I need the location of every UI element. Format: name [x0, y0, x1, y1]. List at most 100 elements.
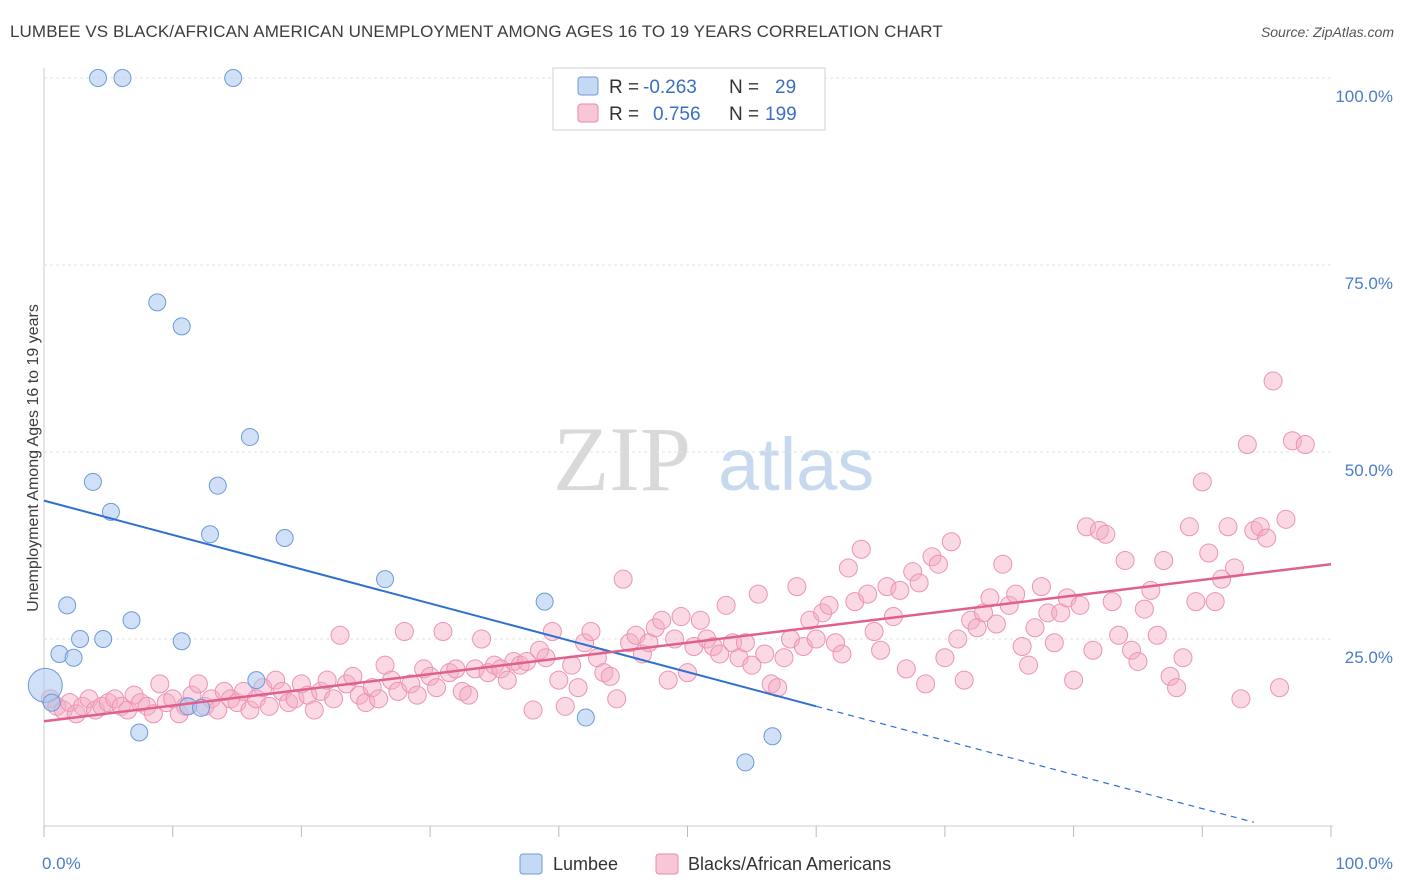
- x-tick-label-min: 0.0%: [42, 854, 81, 873]
- point-black-166: [1109, 625, 1129, 645]
- point-black-177: [1179, 517, 1199, 537]
- point-black-78: [542, 622, 562, 642]
- point-black-101: [690, 610, 710, 630]
- point-lumbee-27: [763, 727, 782, 746]
- point-black-122: [826, 633, 846, 653]
- point-black-153: [1025, 618, 1045, 638]
- y-tick-labels: 25.0% 50.0% 75.0% 100.0%: [1335, 87, 1393, 667]
- point-black-189: [1257, 528, 1277, 548]
- point-black-3: [60, 693, 80, 713]
- point-black-37: [279, 693, 299, 713]
- point-lumbee-1: [113, 69, 132, 87]
- point-black-45: [330, 625, 350, 645]
- point-lumbee-17: [172, 632, 191, 651]
- point-black-136: [916, 674, 936, 694]
- point-black-112: [761, 674, 781, 694]
- point-black-13: [124, 685, 144, 705]
- point-black-110: [748, 584, 768, 604]
- point-lumbee-26: [130, 723, 149, 742]
- point-black-41: [304, 700, 324, 720]
- point-black-76: [529, 640, 549, 660]
- point-black-96: [658, 670, 678, 690]
- point-black-104: [710, 644, 730, 664]
- point-black-138: [928, 554, 948, 574]
- point-black-129: [871, 640, 891, 660]
- point-black-50: [362, 678, 382, 698]
- point-black-123: [832, 644, 852, 664]
- point-black-103: [703, 636, 723, 656]
- point-lumbee-20: [247, 671, 266, 690]
- point-black-142: [954, 670, 974, 690]
- point-black-188: [1250, 517, 1270, 537]
- point-black-141: [948, 629, 968, 649]
- point-black-154: [1031, 577, 1051, 597]
- point-black-17: [150, 674, 170, 694]
- point-black-9: [98, 693, 118, 713]
- watermark-atlas: atlas: [718, 423, 874, 506]
- point-black-116: [787, 577, 807, 597]
- point-black-126: [851, 539, 871, 559]
- watermark-zip: ZIP: [553, 408, 691, 510]
- point-black-130: [877, 577, 897, 597]
- point-black-51: [369, 689, 389, 709]
- point-black-155: [1038, 603, 1058, 623]
- legend-swatch-lumbee: [519, 853, 543, 875]
- y-tick-label-75: 75.0%: [1345, 274, 1393, 293]
- point-black-127: [858, 584, 878, 604]
- trend-line-black: [43, 562, 1332, 723]
- point-black-190: [1263, 371, 1283, 391]
- point-black-162: [1083, 640, 1103, 660]
- point-black-71: [497, 670, 517, 690]
- y-tick-label-50: 50.0%: [1345, 461, 1393, 480]
- point-black-178: [1186, 592, 1206, 612]
- stats-r-label-black: R =: [609, 104, 639, 125]
- chart-title: LUMBEE VS BLACK/AFRICAN AMERICAN UNEMPLO…: [10, 22, 943, 41]
- legend-label-lumbee: Lumbee: [553, 854, 618, 874]
- point-lumbee-6: [83, 472, 102, 491]
- point-black-10: [105, 689, 125, 709]
- point-lumbee-14: [122, 611, 141, 630]
- point-black-15: [137, 696, 157, 716]
- point-black-109: [742, 655, 762, 675]
- point-black-31: [240, 700, 260, 720]
- point-black-191: [1270, 678, 1290, 698]
- point-black-176: [1173, 648, 1193, 668]
- stats-n-label-lumbee: N =: [729, 77, 759, 98]
- point-black-161: [1076, 517, 1096, 537]
- trend-line-lumbee-extension: [816, 705, 1254, 823]
- series-black-african-americans: [40, 371, 1315, 724]
- point-black-114: [774, 648, 794, 668]
- legend-swatch-black: [655, 853, 679, 875]
- point-black-148: [993, 554, 1013, 574]
- point-black-193: [1282, 431, 1302, 451]
- point-black-174: [1160, 666, 1180, 686]
- point-black-128: [864, 622, 884, 642]
- point-lumbee-28: [736, 753, 755, 772]
- chart-source: Source: ZipAtlas.com: [1260, 24, 1394, 40]
- point-black-170: [1134, 599, 1154, 619]
- point-lumbee-22: [42, 693, 61, 712]
- point-black-35: [266, 670, 286, 690]
- point-black-23: [188, 674, 208, 694]
- point-black-151: [1012, 636, 1032, 656]
- point-lumbee-0: [89, 69, 108, 87]
- point-black-133: [896, 659, 916, 679]
- stats-n-label-black: N =: [729, 104, 759, 125]
- point-lumbee-12: [535, 592, 554, 611]
- point-black-44: [324, 689, 344, 709]
- stats-legend-swatch-lumbee: [577, 76, 599, 96]
- legend-label-black: Blacks/African Americans: [688, 854, 891, 874]
- point-black-192: [1276, 509, 1296, 529]
- point-black-95: [652, 610, 672, 630]
- point-black-132: [890, 580, 910, 600]
- stats-n-value-lumbee: 29: [775, 77, 796, 98]
- point-black-156: [1044, 633, 1064, 653]
- stats-r-value-lumbee: -0.263: [643, 77, 697, 98]
- point-black-171: [1141, 580, 1161, 600]
- point-black-119: [806, 629, 826, 649]
- point-black-72: [504, 651, 524, 671]
- point-lumbee-16: [94, 630, 113, 648]
- point-lumbee-3: [148, 293, 167, 312]
- point-lumbee-13: [58, 596, 77, 615]
